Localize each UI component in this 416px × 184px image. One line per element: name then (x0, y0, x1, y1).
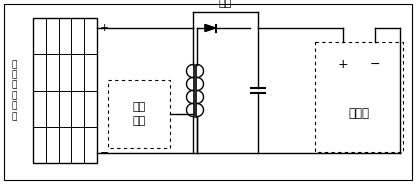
Text: 蓄电池: 蓄电池 (349, 107, 369, 120)
Text: −: − (369, 57, 380, 70)
Text: −: − (100, 148, 109, 158)
Polygon shape (205, 24, 215, 31)
Text: 控制
电路: 控制 电路 (132, 102, 146, 126)
Bar (108, 80, 170, 148)
Bar (33, 18, 97, 163)
Text: +: + (338, 57, 349, 70)
Bar (315, 42, 403, 152)
Text: 反馈: 反馈 (219, 0, 232, 8)
Text: +: + (100, 23, 109, 33)
Text: 太
阳
能
电
池
板: 太 阳 能 电 池 板 (11, 60, 17, 121)
